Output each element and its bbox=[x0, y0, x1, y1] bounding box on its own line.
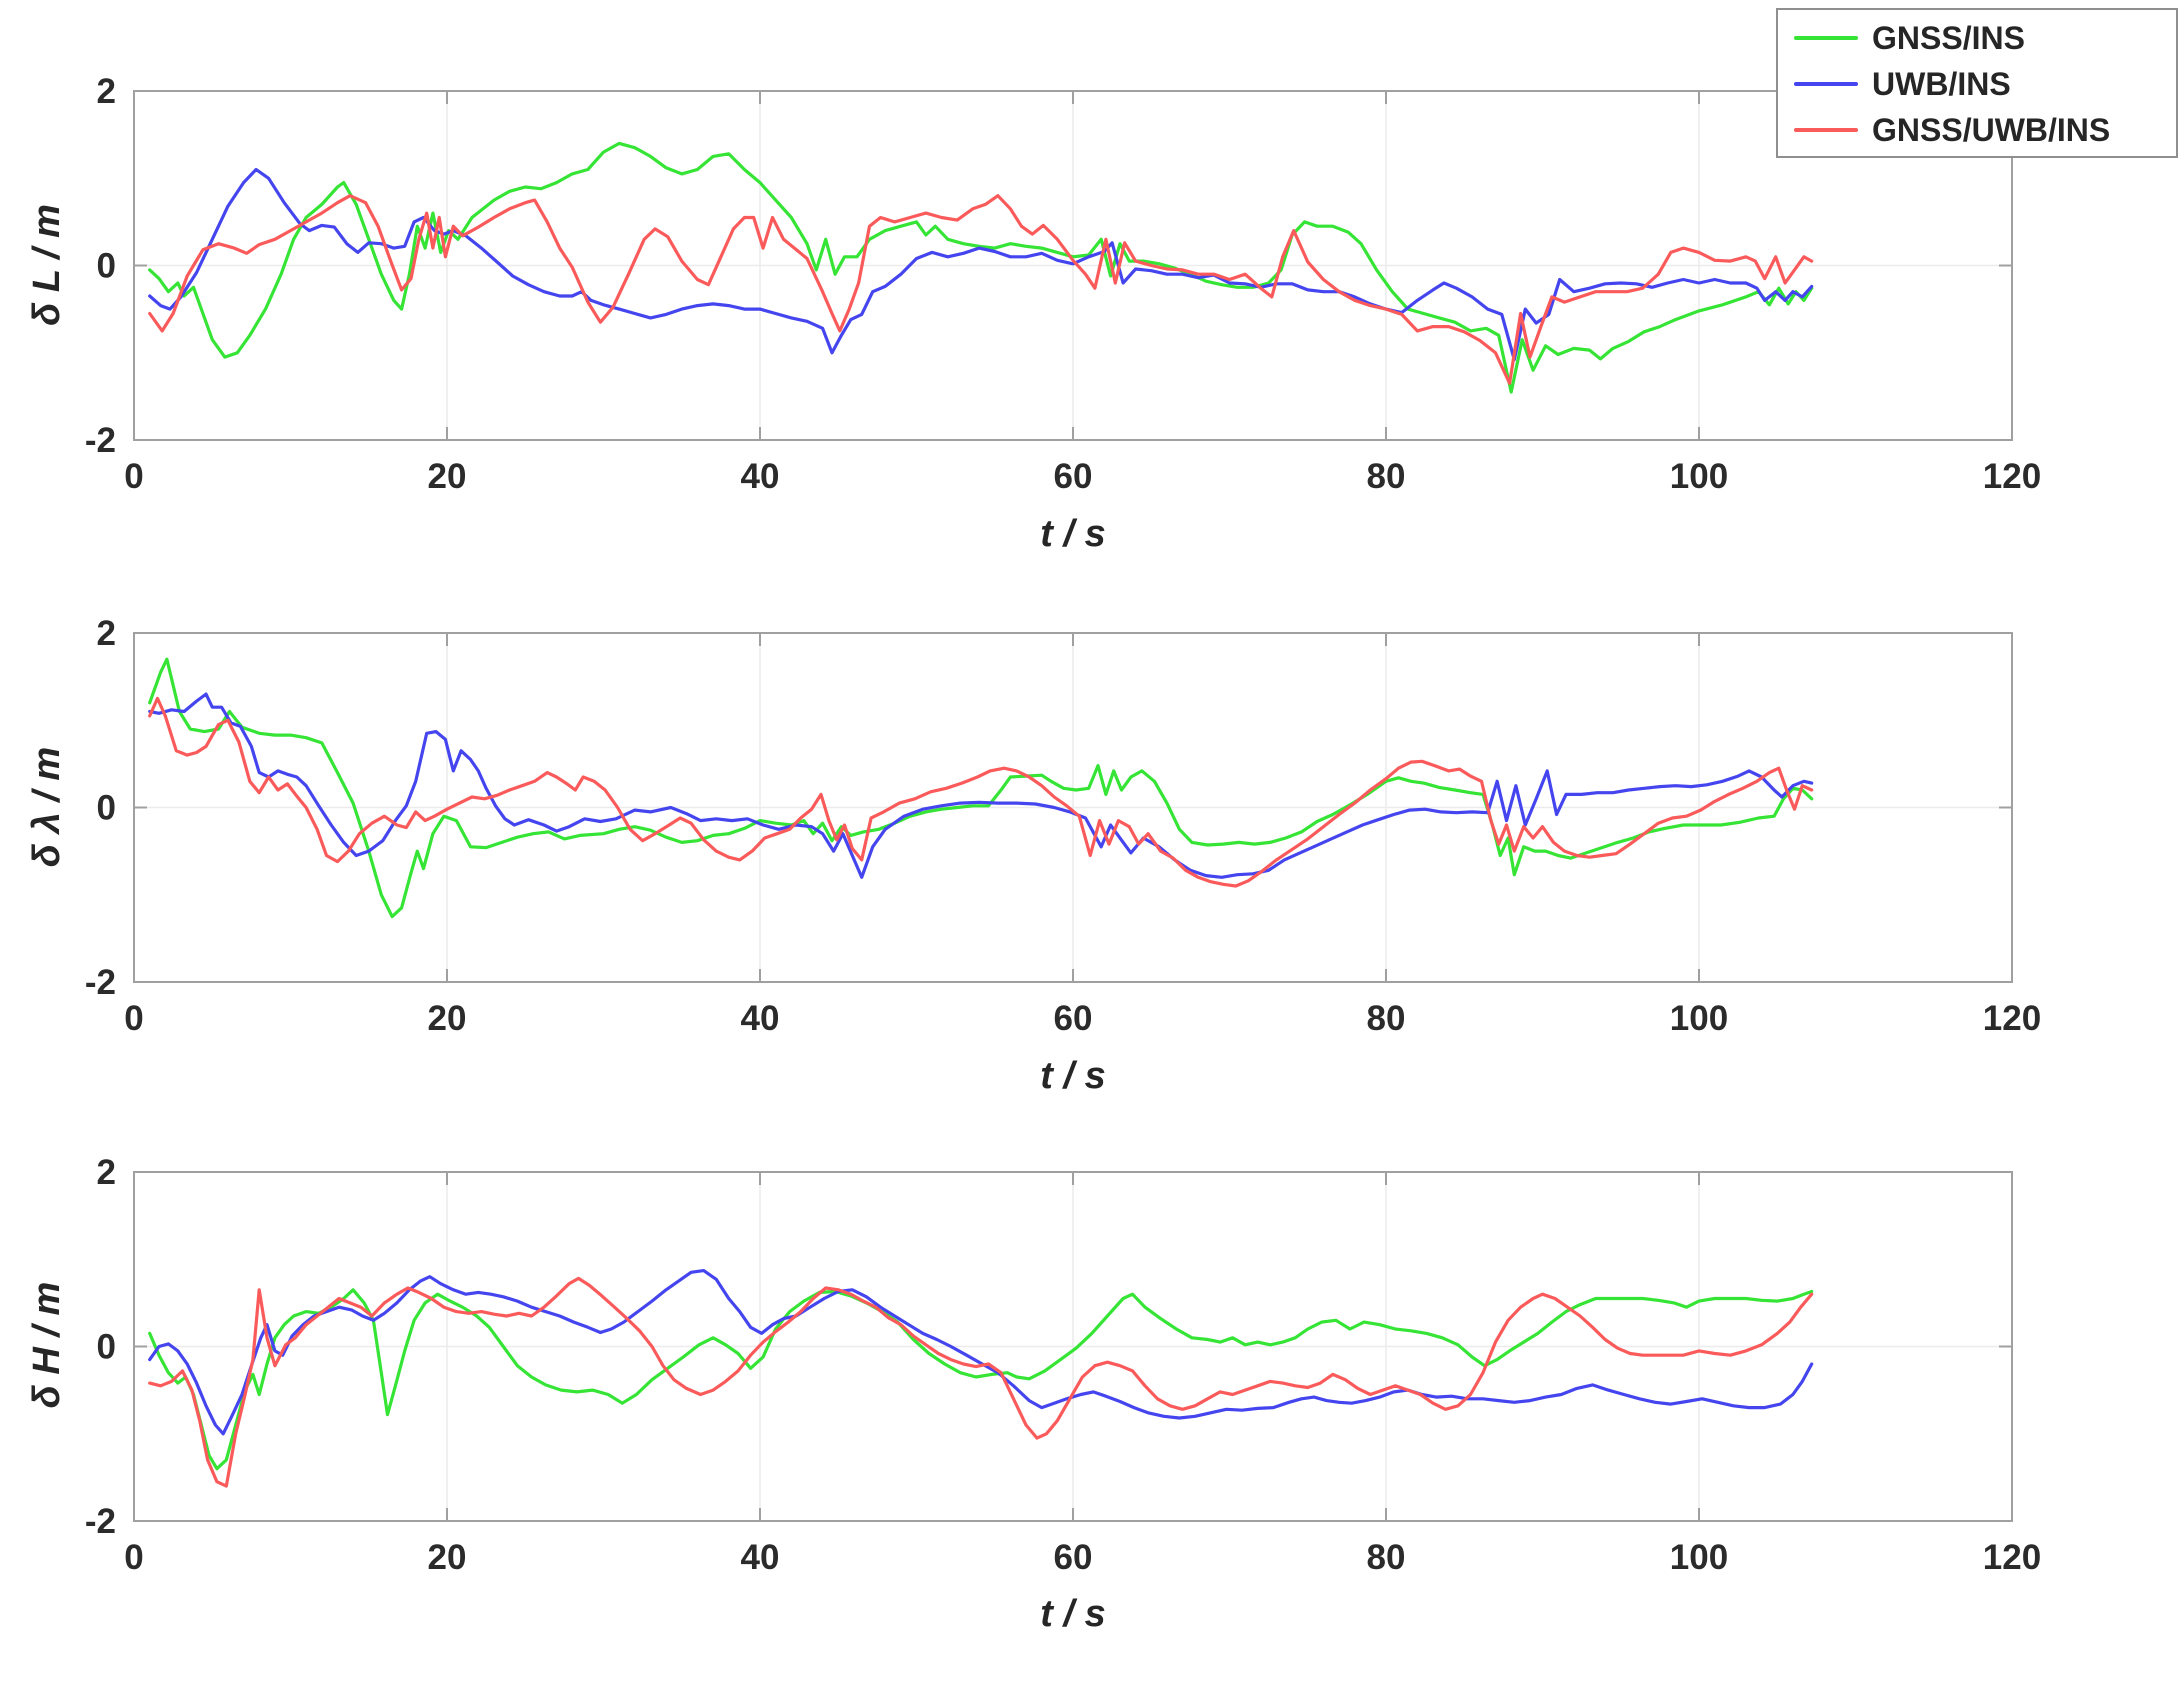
y-tick-label: 0 bbox=[97, 1328, 116, 1367]
x-tick-label: 100 bbox=[1670, 1538, 1728, 1577]
x-tick-label: 20 bbox=[428, 1538, 467, 1577]
x-tick-label: 0 bbox=[124, 1538, 143, 1577]
x-tick-label: 80 bbox=[1367, 999, 1406, 1038]
x-tick-label: 120 bbox=[1983, 1538, 2041, 1577]
y-tick-label: 2 bbox=[97, 72, 116, 111]
x-tick-label: 100 bbox=[1670, 999, 1728, 1038]
legend-entry-uwb-ins: UWB/INS bbox=[1778, 61, 2176, 107]
y-tick-label: 2 bbox=[97, 614, 116, 653]
legend-label-gnss-uwb-ins: GNSS/UWB/INS bbox=[1872, 111, 2111, 148]
x-tick-label: 80 bbox=[1367, 457, 1406, 496]
x-tick-label: 120 bbox=[1983, 457, 2041, 496]
xlabel-subplot-1: t / s bbox=[1040, 513, 1106, 555]
y-tick-label: 0 bbox=[97, 247, 116, 286]
y-tick-label: 2 bbox=[97, 1153, 116, 1192]
series-line-uwb-ins bbox=[148, 692, 1814, 879]
series-line-gnss-uwb-ins bbox=[148, 696, 1814, 888]
x-tick-label: 60 bbox=[1054, 457, 1093, 496]
series-line-gnss-ins bbox=[148, 657, 1814, 919]
y-tick-label: 0 bbox=[97, 789, 116, 828]
x-tick-label: 0 bbox=[124, 457, 143, 496]
subplot-3: 0 20 40 60 80 100 120-202 bbox=[85, 1153, 2041, 1577]
ylabel-delta-lambda: δ λ / m bbox=[26, 746, 68, 868]
series-line-gnss-uwb-ins bbox=[148, 1276, 1814, 1488]
x-tick-label: 40 bbox=[741, 457, 780, 496]
series-line-gnss-ins bbox=[148, 1288, 1814, 1471]
x-tick-label: 40 bbox=[741, 1538, 780, 1577]
ylabel-delta-h: δ H / m bbox=[26, 1281, 68, 1409]
legend-line-uwb-ins-icon bbox=[1794, 82, 1858, 86]
series-line-uwb-ins bbox=[148, 167, 1814, 362]
legend-entry-gnss-uwb-ins: GNSS/UWB/INS bbox=[1778, 107, 2176, 153]
xlabel-subplot-3: t / s bbox=[1040, 1593, 1106, 1635]
y-tick-label: -2 bbox=[85, 963, 116, 1002]
x-tick-label: 80 bbox=[1367, 1538, 1406, 1577]
subplot-1: 0 20 40 60 80 100 120-202 bbox=[85, 72, 2041, 496]
x-tick-label: 40 bbox=[741, 999, 780, 1038]
legend-box: GNSS/INS UWB/INS GNSS/UWB/INS bbox=[1776, 8, 2178, 158]
y-tick-label: -2 bbox=[85, 421, 116, 460]
x-tick-label: 0 bbox=[124, 999, 143, 1038]
series-line-gnss-ins bbox=[148, 141, 1814, 394]
series-line-gnss-uwb-ins bbox=[148, 194, 1814, 385]
legend-entry-gnss-ins: GNSS/INS bbox=[1778, 15, 2176, 61]
legend-line-gnss-ins-icon bbox=[1794, 36, 1858, 40]
x-tick-label: 120 bbox=[1983, 999, 2041, 1038]
legend-line-gnss-uwb-ins-icon bbox=[1794, 128, 1858, 132]
x-tick-label: 20 bbox=[428, 457, 467, 496]
x-tick-label: 100 bbox=[1670, 457, 1728, 496]
x-tick-label: 20 bbox=[428, 999, 467, 1038]
y-tick-label: -2 bbox=[85, 1502, 116, 1541]
ylabel-delta-l: δ L / m bbox=[26, 204, 68, 326]
x-tick-label: 60 bbox=[1054, 1538, 1093, 1577]
series-line-uwb-ins bbox=[148, 1268, 1814, 1436]
xlabel-subplot-2: t / s bbox=[1040, 1055, 1106, 1097]
x-tick-label: 60 bbox=[1054, 999, 1093, 1038]
legend-label-gnss-ins: GNSS/INS bbox=[1872, 19, 2025, 56]
subplot-2: 0 20 40 60 80 100 120-202 bbox=[85, 614, 2041, 1038]
legend-label-uwb-ins: UWB/INS bbox=[1872, 65, 2011, 102]
